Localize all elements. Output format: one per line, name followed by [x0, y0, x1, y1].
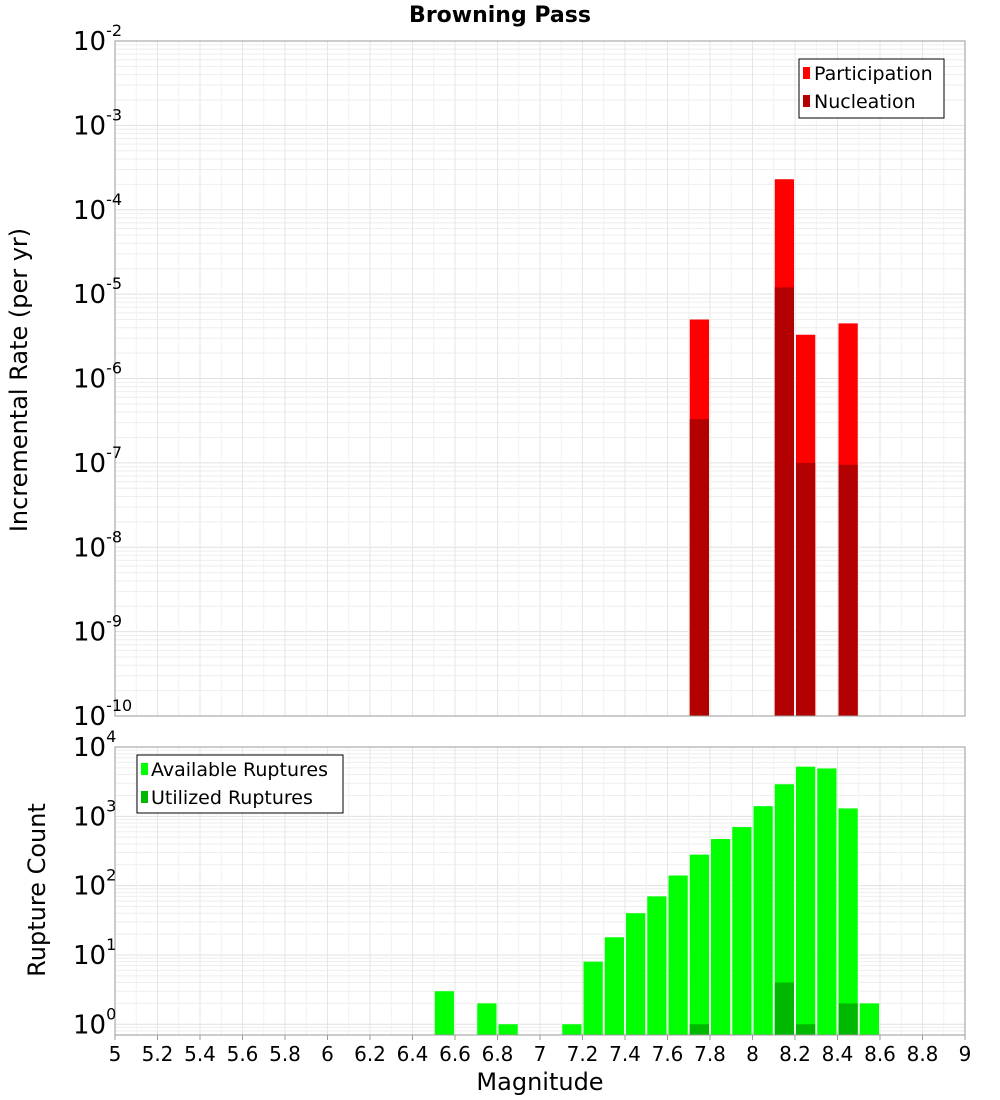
bottom-y-tick-label: 102 — [73, 866, 116, 902]
x-tick-label: 9 — [959, 1042, 972, 1066]
bottom-bar-available-ruptures — [838, 808, 858, 1035]
bottom-bar-available-ruptures — [817, 768, 837, 1035]
bottom-bar-available-ruptures — [647, 896, 667, 1035]
top-plot-frame — [114, 40, 966, 717]
x-tick-label: 8.8 — [907, 1042, 939, 1066]
top-y-tick-label: 10-9 — [73, 612, 122, 648]
x-tick-label: 5.6 — [227, 1042, 259, 1066]
bottom-bar-available-ruptures — [604, 937, 624, 1035]
legend-label-participation: Participation — [814, 63, 933, 85]
top-y-tick-label: 10-5 — [73, 274, 122, 310]
bottom-bar-available-ruptures — [711, 839, 731, 1035]
x-tick-label: 6.8 — [482, 1042, 514, 1066]
chart-title: Browning Pass — [409, 3, 591, 28]
top-y-axis-label: Incremental Rate (per yr) — [5, 228, 33, 532]
bottom-bar-utilized-ruptures — [689, 1024, 709, 1035]
x-tick-label: 5 — [109, 1042, 122, 1066]
legend-swatch-nucleation — [803, 95, 810, 107]
bottom-bar-available-ruptures — [689, 854, 709, 1035]
x-tick-label: 7.6 — [652, 1042, 684, 1066]
bottom-bar-utilized-ruptures — [838, 1003, 858, 1035]
bottom-bar-available-ruptures — [796, 766, 816, 1035]
x-tick-label: 6.2 — [354, 1042, 386, 1066]
legend-swatch-utilized-ruptures — [141, 791, 148, 803]
bottom-bar-available-ruptures — [732, 827, 752, 1035]
top-plot-area: 10-10 10-9 10-8 10-7 10-6 10-5 10-4 10-3 10-2 — [73, 21, 966, 732]
top-y-tick-label: 10-2 — [73, 21, 122, 57]
top-y-tick-label: 10-3 — [73, 105, 122, 141]
bottom-bar-available-ruptures — [859, 1003, 879, 1035]
x-tick-label: 5.4 — [184, 1042, 216, 1066]
x-tick-label: 8.4 — [822, 1042, 854, 1066]
bottom-bar-utilized-ruptures — [796, 1024, 816, 1035]
bottom-bar-available-ruptures — [753, 806, 773, 1035]
bottom-y-axis-label: Rupture Count — [23, 803, 51, 977]
x-tick-label: 6.4 — [397, 1042, 429, 1066]
top-legend: Participation Nucleation — [798, 58, 945, 119]
x-tick-label: 7 — [534, 1042, 547, 1066]
bottom-bar-available-ruptures — [774, 784, 794, 1035]
legend-label-available-ruptures: Available Ruptures — [151, 759, 328, 781]
top-y-tick-label: 10-6 — [73, 359, 122, 395]
x-tick-label: 8 — [746, 1042, 759, 1066]
x-tick-label: 7.2 — [567, 1042, 599, 1066]
bottom-bar-available-ruptures — [477, 1003, 497, 1035]
x-tick-label: 6.6 — [439, 1042, 471, 1066]
x-tick-label: 8.2 — [779, 1042, 811, 1066]
bottom-bar-available-ruptures — [583, 961, 603, 1035]
legend-swatch-available-ruptures — [141, 763, 148, 775]
bottom-y-tick-label: 101 — [73, 935, 116, 971]
bottom-bar-available-ruptures — [626, 913, 646, 1035]
x-tick-label: 6 — [321, 1042, 334, 1066]
x-tick-label: 7.8 — [694, 1042, 726, 1066]
legend-label-nucleation: Nucleation — [814, 91, 916, 113]
bottom-bar-available-ruptures — [498, 1024, 518, 1035]
top-bar-nucleation — [774, 287, 794, 716]
bottom-y-tick-label: 104 — [73, 727, 116, 763]
bottom-y-tick-label: 103 — [73, 796, 116, 832]
bottom-bar-available-ruptures — [562, 1024, 582, 1035]
top-bar-nucleation — [689, 419, 709, 716]
x-tick-label: 5.2 — [142, 1042, 174, 1066]
bottom-legend: Available Ruptures Utilized Ruptures — [136, 754, 344, 814]
bottom-bar-utilized-ruptures — [774, 982, 794, 1035]
top-y-tick-label: 10-10 — [73, 696, 132, 732]
top-bar-nucleation — [838, 464, 858, 716]
top-bar-nucleation — [796, 462, 816, 716]
x-axis-label: Magnitude — [476, 1068, 603, 1096]
legend-swatch-participation — [803, 67, 810, 79]
bottom-bar-available-ruptures — [668, 875, 688, 1035]
top-y-tick-label: 10-4 — [73, 190, 122, 226]
bottom-y-tick-label: 100 — [73, 1004, 116, 1040]
bottom-bar-available-ruptures — [434, 991, 454, 1035]
x-tick-label: 8.6 — [864, 1042, 896, 1066]
top-y-tick-label: 10-8 — [73, 527, 122, 563]
x-tick-label: 5.8 — [269, 1042, 301, 1066]
x-tick-label: 7.4 — [609, 1042, 641, 1066]
legend-label-utilized-ruptures: Utilized Ruptures — [151, 787, 313, 809]
top-y-tick-label: 10-7 — [73, 443, 122, 479]
